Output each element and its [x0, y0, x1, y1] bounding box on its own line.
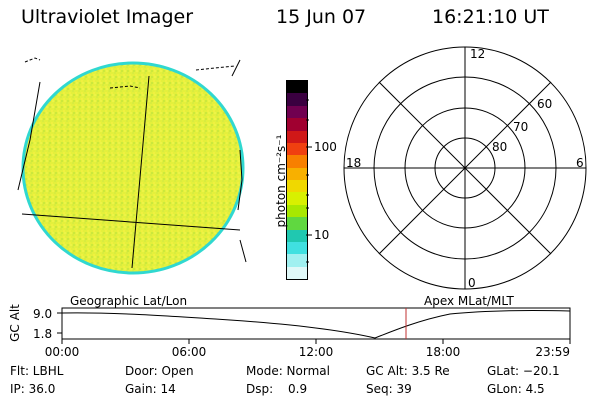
colorbar-swatch — [287, 192, 307, 205]
polar-label-18: 18 — [346, 156, 362, 170]
door-label: Door: Open — [125, 364, 194, 378]
coastline-fragment — [109, 85, 141, 89]
coastline-fragment — [237, 149, 243, 211]
colorbar-swatch — [287, 167, 307, 180]
coastline-fragment — [17, 81, 41, 191]
colorbar-swatch — [287, 266, 307, 279]
glon-label: GLon: 4.5 — [487, 382, 545, 396]
colorbar-swatch — [287, 204, 307, 218]
polar-label-60: 60 — [537, 97, 553, 111]
orbit-axis-title: GC Alt — [8, 304, 22, 342]
coastline-fragment — [231, 59, 241, 77]
orbit-x-tick-label: 23:59 — [535, 345, 570, 359]
parallel-line — [21, 213, 241, 231]
orbit-x-tick-label: 12:00 — [298, 345, 334, 359]
ip-label: IP: 36.0 — [10, 382, 56, 396]
colorbar-swatch — [287, 155, 307, 168]
colorbar-swatch — [287, 241, 307, 255]
colorbar-tick-10: 10 — [314, 228, 330, 242]
orbit-x-tick-label: 00:00 — [44, 345, 80, 359]
colorbar-swatch — [287, 81, 307, 94]
colorbar-swatch — [287, 142, 307, 156]
colorbar-swatch — [287, 105, 307, 119]
coastline-fragment — [24, 57, 41, 63]
colorbar-swatch — [287, 217, 307, 230]
polar-label-70: 70 — [513, 120, 529, 134]
dsp-value: 0.9 — [288, 382, 308, 396]
seq-label: Seq: 39 — [366, 382, 412, 396]
orbit-left-label: Geographic Lat/Lon — [70, 294, 188, 308]
colorbar-swatch — [287, 229, 307, 242]
gc-alt-label: GC Alt: 3.5 Re — [366, 364, 450, 378]
earth-disk — [21, 61, 245, 275]
instrument-title: Ultraviolet Imager — [21, 6, 194, 28]
coastline-fragment — [195, 65, 236, 71]
colorbar — [286, 80, 308, 280]
colorbar-tick-100: 100 — [314, 140, 337, 154]
dsp-label: Dsp: — [246, 382, 274, 396]
orbit-y-top: 9.0 — [33, 307, 53, 321]
mode-label: Mode: Normal — [246, 364, 330, 378]
orbit-right-label: Apex MLat/MLT — [424, 294, 514, 308]
colorbar-swatch — [287, 180, 307, 193]
colorbar-swatch — [287, 118, 307, 131]
altitude-curve — [61, 309, 571, 339]
coastline-fragment — [239, 239, 247, 263]
polar-label-12: 12 — [470, 47, 486, 61]
polar-label-80: 80 — [492, 140, 508, 154]
orbit-y-bottom: 1.8 — [33, 327, 53, 341]
colorbar-swatch — [287, 254, 307, 267]
polar-label-0: 0 — [468, 276, 476, 290]
orbit-x-tick-label: 18:00 — [425, 345, 461, 359]
polar-label-6: 6 — [576, 156, 584, 170]
glat-label: GLat: −20.1 — [487, 364, 560, 378]
time-label: 16:21:10 UT — [432, 6, 549, 28]
orbit-x-tick-label: 06:00 — [171, 345, 207, 359]
gain-label: Gain: 14 — [125, 382, 176, 396]
colorbar-swatch — [287, 130, 307, 143]
date-label: 15 Jun 07 — [276, 6, 367, 28]
filter-label: Flt: LBHL — [10, 364, 64, 378]
colorbar-swatch — [287, 93, 307, 106]
meridian-line — [131, 75, 150, 269]
colorbar-unit-label: photon cm⁻²s⁻¹ — [274, 134, 288, 228]
